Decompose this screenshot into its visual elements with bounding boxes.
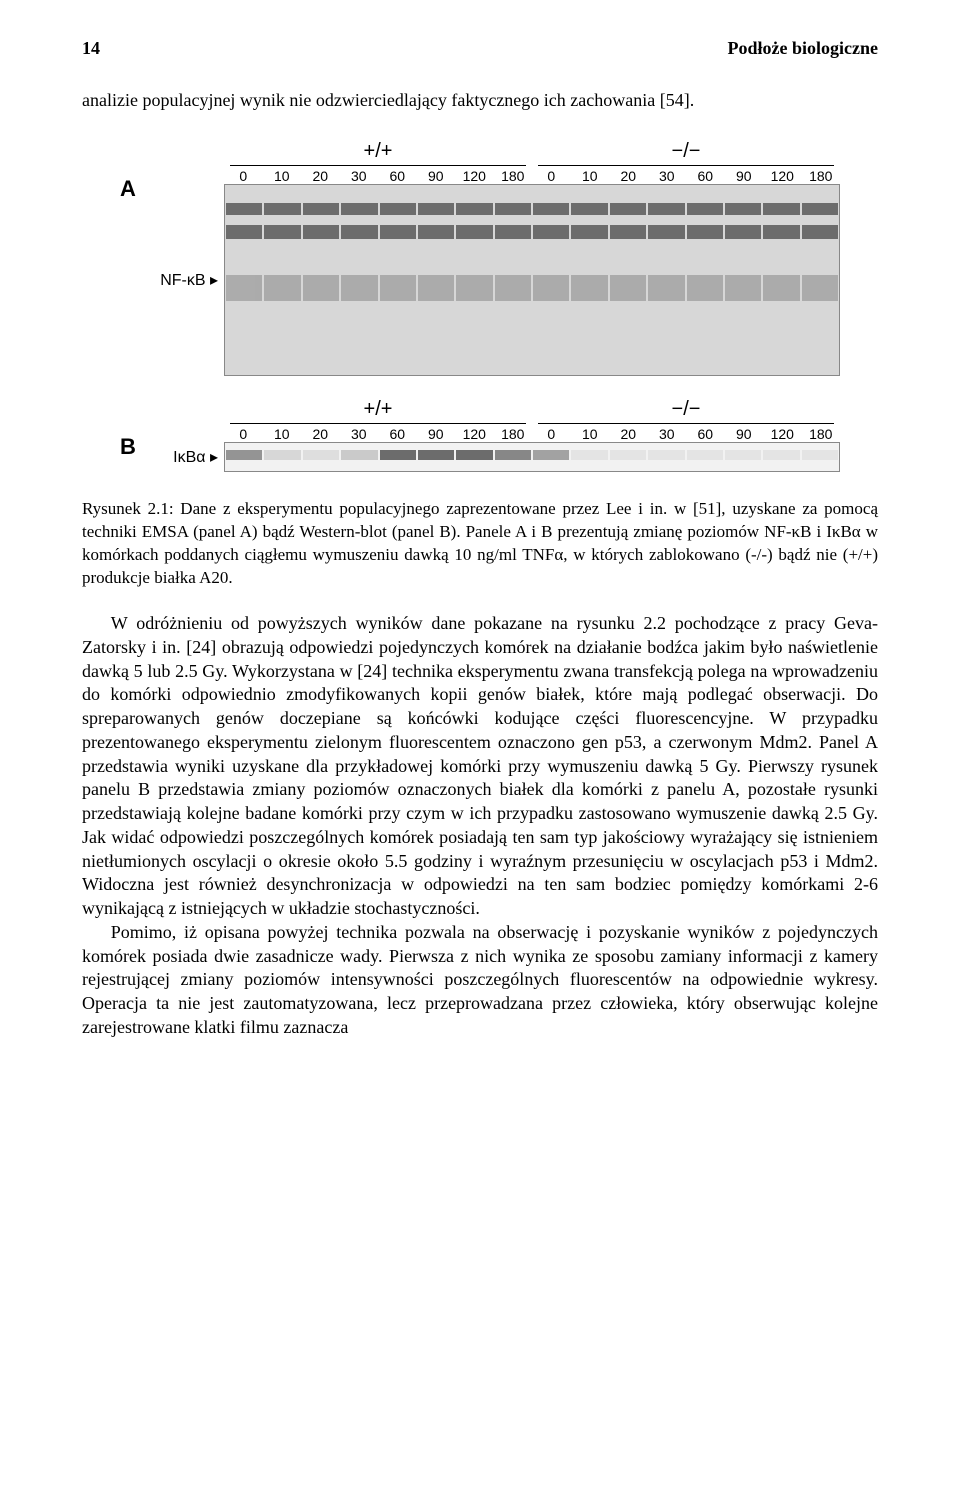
intro-paragraph: analizie populacyjnej wynik nie odzwierc… [82, 89, 878, 112]
tp: 20 [301, 168, 340, 184]
genotype-ko: −/− [672, 140, 701, 162]
tp: 10 [571, 168, 610, 184]
tp: 120 [763, 426, 802, 442]
tp: 10 [263, 426, 302, 442]
tp: 180 [494, 168, 533, 184]
tp: 30 [648, 168, 687, 184]
panel-b-timepoints: 0 10 20 30 60 90 120 180 0 10 20 30 60 9… [154, 426, 840, 442]
running-title: Podłoże biologiczne [728, 38, 878, 59]
tp: 120 [455, 426, 494, 442]
tp: 60 [686, 426, 725, 442]
panel-b-genotype-row: +/+ −/− [154, 398, 840, 426]
tp: 30 [648, 426, 687, 442]
tp: 30 [340, 168, 379, 184]
tp: 0 [224, 168, 263, 184]
tp: 30 [340, 426, 379, 442]
figure-panel-b: B +/+ −/− [120, 398, 840, 472]
tp: 10 [263, 168, 302, 184]
tp: 60 [378, 168, 417, 184]
tp: 90 [725, 426, 764, 442]
tp: 0 [532, 426, 571, 442]
figure-2-1: A +/+ −/− [120, 140, 840, 472]
tp: 10 [571, 426, 610, 442]
page-header: 14 Podłoże biologiczne [82, 38, 878, 59]
panel-a-marker: NF-κB ▸ [154, 270, 224, 290]
figure-panel-a: A +/+ −/− [120, 140, 840, 376]
body-paragraph-1: W odróżnieniu od powyższych wyników dane… [82, 612, 878, 921]
genotype-wt: +/+ [364, 398, 393, 420]
panel-a-label: A [120, 140, 154, 202]
tp: 90 [417, 426, 456, 442]
figure-caption: Rysunek 2.1: Dane z eksperymentu populac… [82, 498, 878, 590]
tp: 90 [417, 168, 456, 184]
tp: 20 [301, 426, 340, 442]
tp: 180 [802, 426, 841, 442]
gel-image-b [224, 442, 840, 472]
page-number: 14 [82, 38, 100, 59]
tp: 60 [686, 168, 725, 184]
panel-b-marker: IκBα ▸ [154, 447, 224, 467]
tp: 120 [763, 168, 802, 184]
tp: 20 [609, 168, 648, 184]
gel-image-a [224, 184, 840, 376]
genotype-ko: −/− [672, 398, 701, 420]
tp: 180 [494, 426, 533, 442]
genotype-wt: +/+ [364, 140, 393, 162]
tp: 60 [378, 426, 417, 442]
tp: 120 [455, 168, 494, 184]
tp: 0 [224, 426, 263, 442]
tp: 90 [725, 168, 764, 184]
panel-b-label: B [120, 398, 154, 460]
tp: 0 [532, 168, 571, 184]
panel-a-timepoints: 0 10 20 30 60 90 120 180 0 10 20 30 60 9… [154, 168, 840, 184]
page: 14 Podłoże biologiczne analizie populacy… [0, 0, 960, 1080]
tp: 20 [609, 426, 648, 442]
panel-a-genotype-row: +/+ −/− [154, 140, 840, 168]
body-paragraph-2: Pomimo, iż opisana powyżej technika pozw… [82, 921, 878, 1040]
tp: 180 [802, 168, 841, 184]
